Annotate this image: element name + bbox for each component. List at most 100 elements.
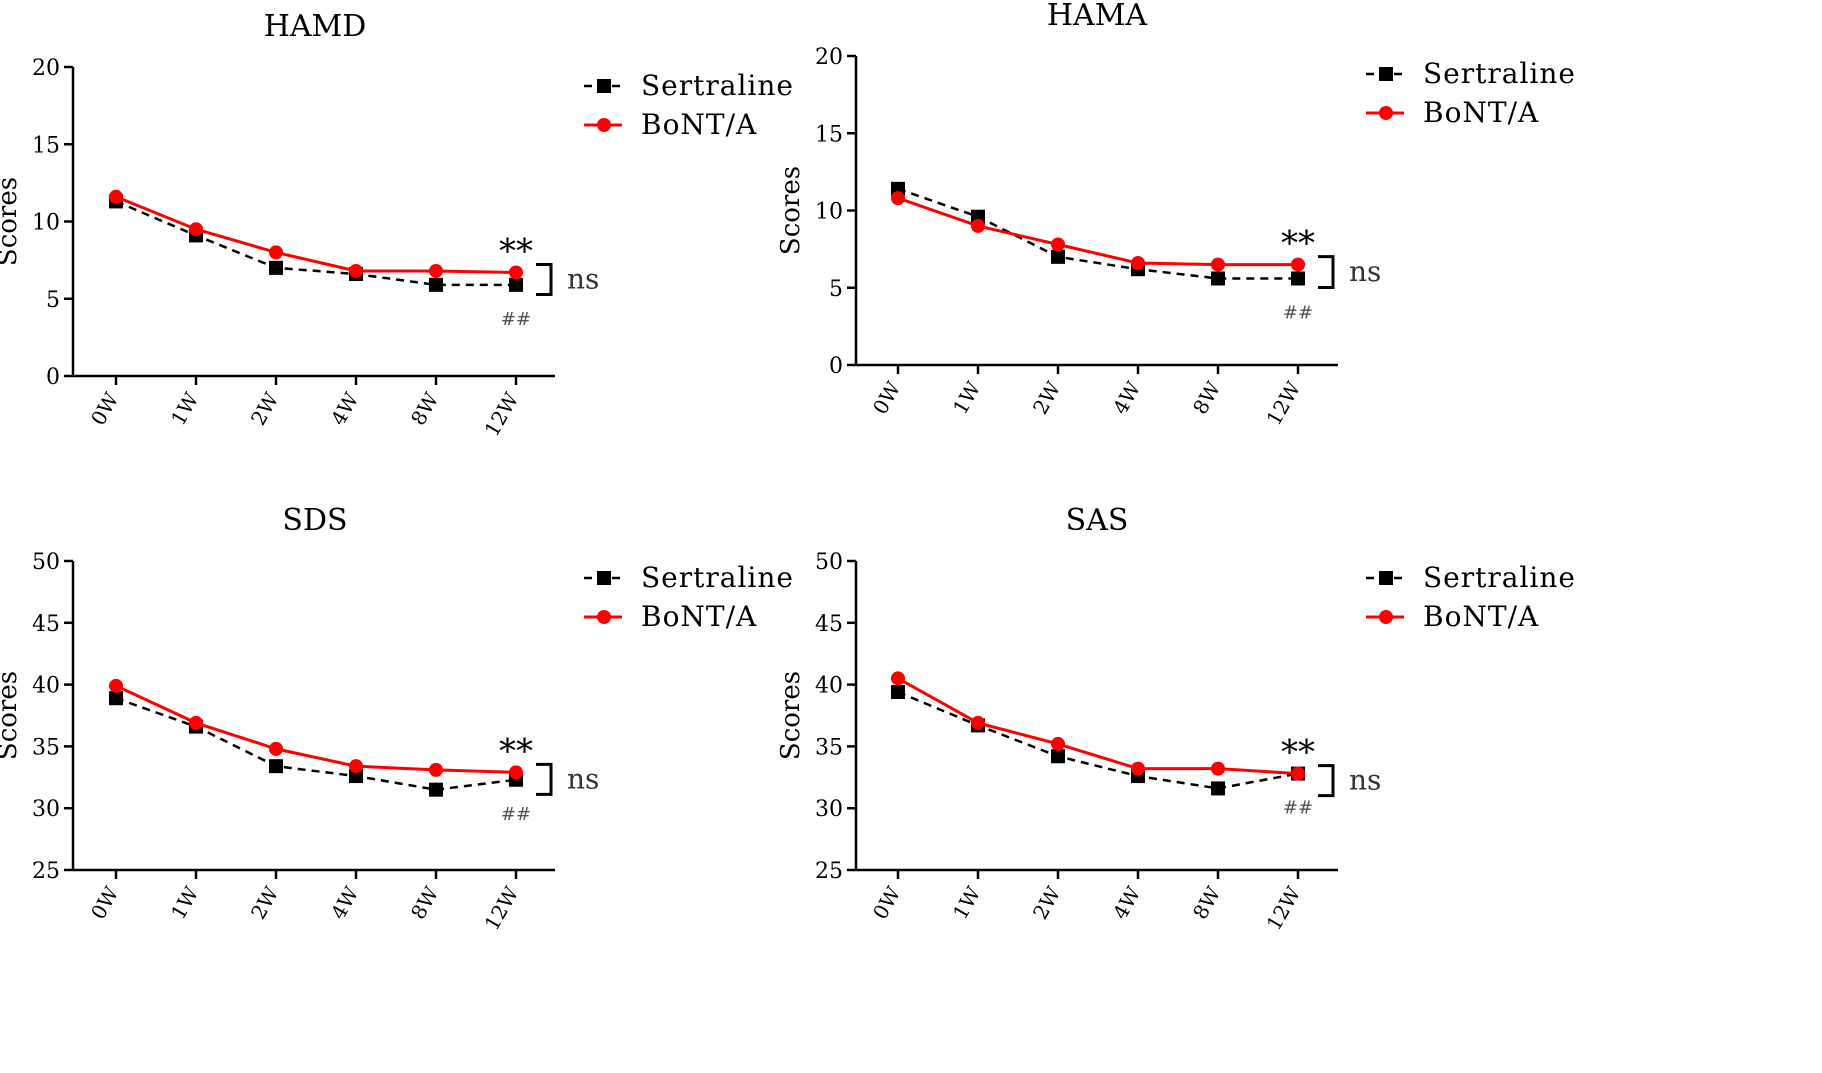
data-point-bont-a	[349, 263, 363, 278]
significance-stars: **	[1281, 733, 1315, 773]
significance-bracket	[1318, 255, 1335, 289]
y-tick-label: 25	[815, 859, 843, 884]
data-point-sertraline	[109, 691, 123, 706]
legend-label-sertraline: Sertraline	[1423, 57, 1576, 90]
y-tick-label: 0	[46, 365, 60, 390]
data-point-sertraline	[1291, 271, 1305, 286]
data-point-sertraline	[269, 260, 283, 275]
legend-marker-bont-a	[597, 118, 611, 132]
data-point-bont-a	[189, 715, 203, 730]
data-point-sertraline	[349, 769, 363, 784]
series-line-sertraline	[897, 187, 1298, 280]
significance-ns: ns	[567, 262, 599, 295]
data-point-bont-a	[1051, 237, 1065, 252]
chart-panel-hama: HAMA 0 5 10 15 20 Scores 0W 1W 2W 4W 8W 12W Sertralin…	[776, 0, 1576, 429]
data-point-bont-a	[891, 671, 905, 686]
x-tick-label: 4W	[1108, 377, 1146, 418]
x-tick-label: 12W	[1262, 377, 1306, 429]
data-point-bont-a	[1131, 256, 1145, 271]
data-point-sertraline	[891, 685, 905, 700]
x-tick-label: 0W	[868, 377, 906, 418]
y-tick-label: 45	[815, 612, 843, 637]
data-point-sertraline	[1211, 781, 1225, 796]
data-point-bont-a	[891, 191, 905, 206]
data-point-bont-a	[429, 263, 443, 278]
significance-stars: **	[499, 231, 533, 271]
legend-label-bont-a: BoNT/A	[1423, 600, 1539, 633]
y-axis-label: Scores	[0, 177, 23, 266]
y-tick-label: 30	[32, 797, 60, 822]
legend-marker-sertraline	[597, 79, 611, 93]
y-axis-label: Scores	[776, 166, 806, 255]
y-tick-label: 45	[32, 612, 60, 637]
x-tick-label: 4W	[326, 882, 364, 923]
legend-label-sertraline: Sertraline	[641, 69, 794, 102]
data-point-sertraline	[429, 782, 443, 797]
chart-title: HAMD	[264, 9, 367, 44]
legend: Sertraline BoNT/A	[1366, 57, 1576, 129]
x-tick-label: 0W	[86, 882, 124, 923]
significance-ns: ns	[567, 762, 599, 795]
legend-label-bont-a: BoNT/A	[641, 108, 757, 141]
data-point-sertraline	[269, 759, 283, 774]
significance-stars: **	[1281, 224, 1315, 264]
y-tick-label: 50	[32, 550, 60, 575]
significance-hash: ##	[1283, 302, 1313, 323]
x-tick-label: 4W	[1108, 882, 1146, 923]
data-point-bont-a	[109, 189, 123, 204]
y-tick-label: 10	[32, 211, 60, 236]
y-tick-label: 20	[32, 56, 60, 81]
x-tick-label: 1W	[948, 377, 986, 418]
legend-label-bont-a: BoNT/A	[1423, 96, 1539, 129]
y-tick-label: 20	[815, 45, 843, 70]
x-tick-label: 2W	[246, 388, 284, 429]
data-point-bont-a	[971, 218, 985, 233]
significance-bracket	[536, 262, 553, 296]
significance-hash: ##	[501, 309, 531, 330]
y-tick-label: 5	[46, 288, 60, 313]
x-tick-label: 12W	[480, 388, 524, 440]
data-point-bont-a	[1051, 736, 1065, 751]
y-tick-label: 25	[32, 859, 60, 884]
significance-ns: ns	[1349, 764, 1381, 797]
chart-title: HAMA	[1047, 0, 1148, 33]
series-line-bont-a	[115, 195, 517, 274]
data-point-bont-a	[509, 265, 523, 280]
legend: Sertraline BoNT/A	[584, 561, 794, 633]
chart-panel-hamd: HAMD 0 5 10 15 20 Scores 0W 1W 2W 4W 8W 12W Sertralin…	[0, 9, 794, 440]
series-line-sertraline	[115, 200, 516, 287]
data-point-bont-a	[1131, 761, 1145, 776]
data-point-bont-a	[1211, 761, 1225, 776]
y-axis-label: Scores	[776, 671, 806, 760]
data-point-sertraline	[1051, 749, 1065, 764]
data-point-bont-a	[109, 678, 123, 693]
y-tick-label: 50	[815, 550, 843, 575]
data-point-sertraline	[509, 277, 523, 292]
x-tick-label: 1W	[948, 882, 986, 923]
data-point-bont-a	[189, 222, 203, 237]
significance-bracket	[1318, 764, 1335, 798]
x-tick-label: 8W	[1188, 882, 1226, 923]
y-tick-label: 5	[829, 277, 843, 302]
legend-label-sertraline: Sertraline	[641, 561, 794, 594]
x-tick-label: 8W	[406, 388, 444, 429]
y-axis-label: Scores	[0, 671, 23, 760]
y-tick-label: 35	[815, 735, 843, 760]
significance-stars: **	[499, 731, 533, 771]
y-tick-label: 15	[32, 133, 60, 158]
legend-marker-bont-a	[1379, 610, 1393, 624]
y-tick-label: 10	[815, 200, 843, 225]
data-point-bont-a	[1291, 257, 1305, 272]
significance-bracket	[536, 762, 553, 796]
legend-label-sertraline: Sertraline	[1423, 561, 1576, 594]
y-tick-label: 15	[815, 122, 843, 147]
x-tick-label: 0W	[868, 882, 906, 923]
chart-title: SDS	[282, 503, 347, 538]
legend-label-bont-a: BoNT/A	[641, 600, 757, 633]
y-tick-label: 0	[829, 354, 843, 379]
data-point-bont-a	[349, 759, 363, 774]
legend: Sertraline BoNT/A	[1366, 561, 1576, 633]
data-point-bont-a	[1211, 257, 1225, 272]
x-tick-label: 12W	[1262, 882, 1306, 934]
